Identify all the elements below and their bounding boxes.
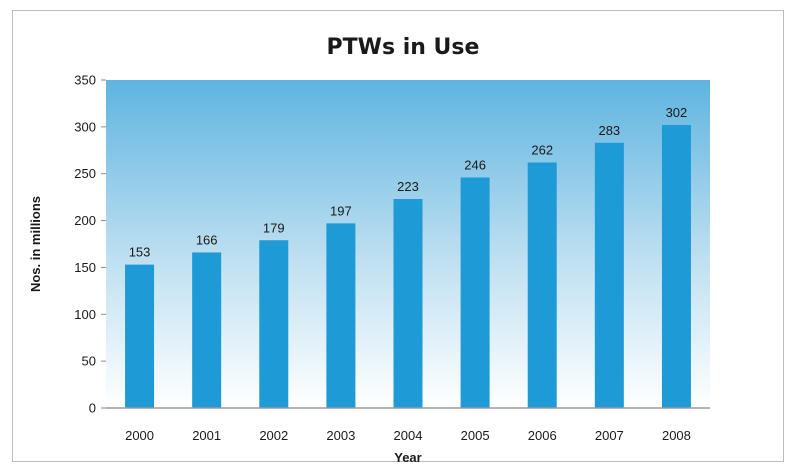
bar-2002	[259, 240, 289, 408]
data-label-2008: 302	[666, 105, 688, 120]
data-label-2001: 166	[196, 232, 218, 247]
data-label-2006: 262	[531, 142, 553, 157]
x-tick-label-2003: 2003	[326, 428, 355, 443]
x-tick-label-2008: 2008	[662, 428, 691, 443]
bar-2004	[393, 199, 423, 408]
y-tick-label: 250	[74, 166, 96, 181]
data-label-2002: 179	[263, 220, 285, 235]
bars	[106, 124, 710, 409]
y-tick-label: 50	[82, 354, 96, 369]
y-tick-label: 0	[89, 401, 96, 416]
y-axis-label: Nos. in millions	[28, 196, 43, 292]
data-label-2005: 246	[464, 157, 486, 172]
y-tick-label: 350	[74, 73, 96, 88]
x-tick-label-2002: 2002	[259, 428, 288, 443]
x-tick-label-2000: 2000	[125, 428, 154, 443]
x-tick-label-2001: 2001	[192, 428, 221, 443]
y-tick-label: 100	[74, 307, 96, 322]
bar-2003	[326, 223, 356, 408]
y-tick-label: 150	[74, 260, 96, 275]
bar-2008	[661, 124, 691, 409]
bar-2007	[594, 142, 624, 408]
bar-2006	[527, 162, 557, 408]
x-axis-ticks: 2000 2001 2002 2003 2004 2005 2006 2007 2008	[125, 428, 691, 443]
y-tick-label: 200	[74, 213, 96, 228]
data-label-2000: 153	[129, 245, 151, 260]
x-tick-label-2007: 2007	[595, 428, 624, 443]
x-axis-label: Year	[394, 450, 421, 465]
x-tick-label-2006: 2006	[528, 428, 557, 443]
bar-2005	[460, 177, 490, 408]
data-label-2003: 197	[330, 203, 352, 218]
chart-title: PTWs in Use	[327, 35, 480, 60]
y-axis-ticks: 0 50 100 150 200 250 300 350	[74, 73, 106, 416]
bar-2001	[192, 252, 222, 408]
data-labels: 153 166 179 197 223 246 262 283 302	[129, 105, 688, 260]
x-tick-label-2004: 2004	[394, 428, 423, 443]
x-tick-label-2005: 2005	[461, 428, 490, 443]
data-label-2007: 283	[598, 123, 620, 138]
y-tick-label: 300	[74, 119, 96, 134]
data-label-2004: 223	[397, 179, 419, 194]
bar-2000	[125, 264, 155, 408]
